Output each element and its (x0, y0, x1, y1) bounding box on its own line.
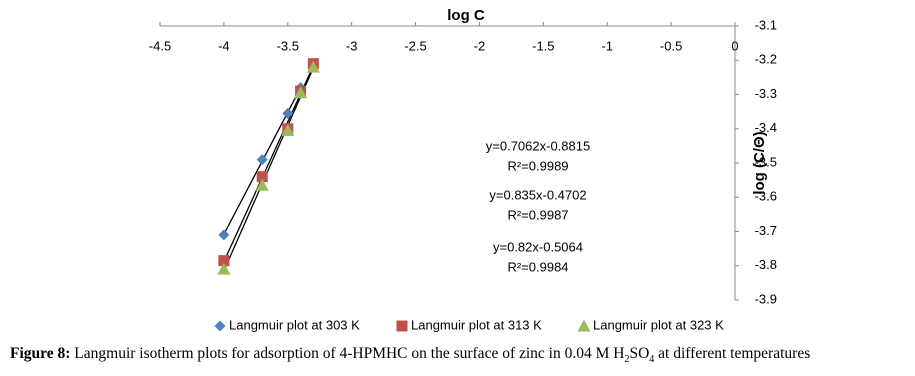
marker (294, 86, 308, 99)
annotation: R²=0.9984 (507, 259, 568, 274)
trendline (223, 65, 314, 262)
caption-text: SO (629, 345, 650, 362)
marker (577, 319, 591, 332)
caption-sub: 4 (649, 354, 655, 366)
marker (256, 171, 268, 183)
x-tick-label: -2 (474, 38, 486, 53)
y-tick-label: -3.5 (755, 154, 777, 169)
y-axis-title: log (C/Θ) (751, 131, 768, 194)
marker (306, 60, 320, 73)
legend-label: Langmuir plot at 303 K (229, 317, 360, 332)
caption-text: at different temperatures (654, 345, 811, 362)
annotation: y=0.82x-0.5064 (493, 239, 583, 254)
legend-label: Langmuir plot at 323 K (593, 317, 724, 332)
x-tick-label: -1.5 (532, 38, 554, 53)
y-tick-label: -3.1 (755, 17, 777, 32)
annotation: y=0.835x-0.4702 (489, 187, 586, 202)
y-tick-label: -3.8 (755, 257, 777, 272)
x-tick-label: -4.5 (149, 38, 171, 53)
marker (256, 154, 268, 166)
y-tick-label: -3.2 (755, 52, 777, 67)
chart: log C log (C/Θ) y=0.7062x-0.8815 R²=0.99… (149, 7, 777, 332)
y-tick-label: -3.3 (755, 86, 777, 101)
marker (218, 255, 230, 267)
x-tick-label: -1 (601, 38, 613, 53)
marker (281, 123, 295, 136)
x-tick-label: -3 (346, 38, 358, 53)
marker (396, 320, 408, 332)
x-tick-label: -4 (218, 38, 230, 53)
caption: Figure 8: Langmuir isotherm plots for ad… (10, 345, 915, 365)
marker (214, 320, 226, 332)
y-tick-label: -3.9 (755, 291, 777, 306)
marker (217, 262, 231, 275)
legend-label: Langmuir plot at 313 K (411, 317, 542, 332)
x-tick-label: -3.5 (277, 38, 299, 53)
caption-sub: 2 (624, 354, 630, 366)
annotation: R²=0.9987 (507, 207, 568, 222)
caption-label: Figure 8: (10, 345, 71, 362)
trendline (223, 67, 314, 272)
caption-text: Langmuir isotherm plots for adsorption o… (70, 345, 625, 362)
x-tick-label: -0.5 (660, 38, 682, 53)
x-tick-label: -2.5 (404, 38, 426, 53)
annotation: y=0.7062x-0.8815 (486, 138, 590, 153)
marker (282, 107, 294, 119)
annotation: R²=0.9989 (507, 158, 568, 173)
x-axis-title: log C (447, 7, 485, 24)
x-tick-label: 0 (731, 38, 738, 53)
marker (218, 229, 230, 241)
y-tick-label: -3.7 (755, 223, 777, 238)
y-tick-label: -3.4 (755, 120, 777, 135)
y-tick-label: -3.6 (755, 189, 777, 204)
marker (255, 178, 269, 191)
